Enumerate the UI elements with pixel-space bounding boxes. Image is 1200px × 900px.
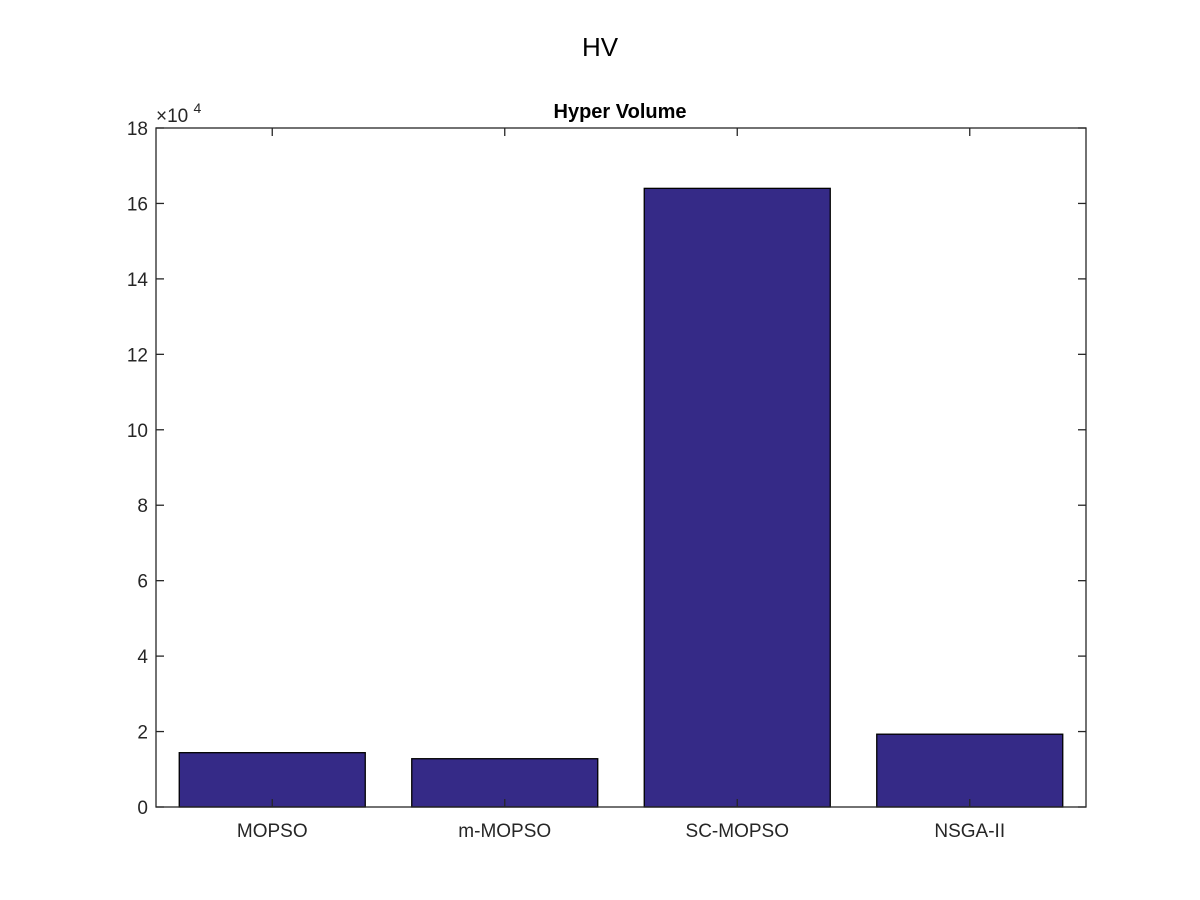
x-tick-label: MOPSO [237,821,308,842]
y-axis-exponent-base: ×10 [156,106,188,127]
x-tick-label: m-MOPSO [458,821,551,842]
bar-series [178,187,1064,808]
y-tick-label: 2 [137,723,148,744]
bar-mopso [178,752,366,808]
y-tick-label: 12 [127,345,148,366]
axes-frame [155,127,1087,808]
y-axis-exponent-power: 4 [194,100,202,116]
bar-nsga-ii [876,733,1064,808]
y-tick-label: 4 [137,647,148,668]
y-tick-label: 18 [127,119,148,140]
x-axis-ticks: MOPSO m-MOPSO SC-MOPSO NSGA-II [237,128,1005,842]
y-tick-label: 14 [127,270,149,291]
x-tick-label: SC-MOPSO [686,821,789,842]
y-tick-label: 6 [137,572,148,593]
x-tick-label: NSGA-II [934,821,1005,842]
bar-sc-mopso [643,187,831,808]
y-tick-label: 8 [137,496,148,517]
y-axis-ticks: 0 2 4 6 8 10 12 14 16 18 [127,119,1086,819]
bar-m-mopso [411,758,599,808]
figure-supertitle: HV [582,32,619,62]
y-axis-exponent: ×10 4 [156,100,202,127]
y-tick-label: 10 [127,421,148,442]
y-tick-label: 0 [137,798,148,819]
y-tick-label: 16 [127,194,148,215]
chart-title: Hyper Volume [554,101,687,123]
